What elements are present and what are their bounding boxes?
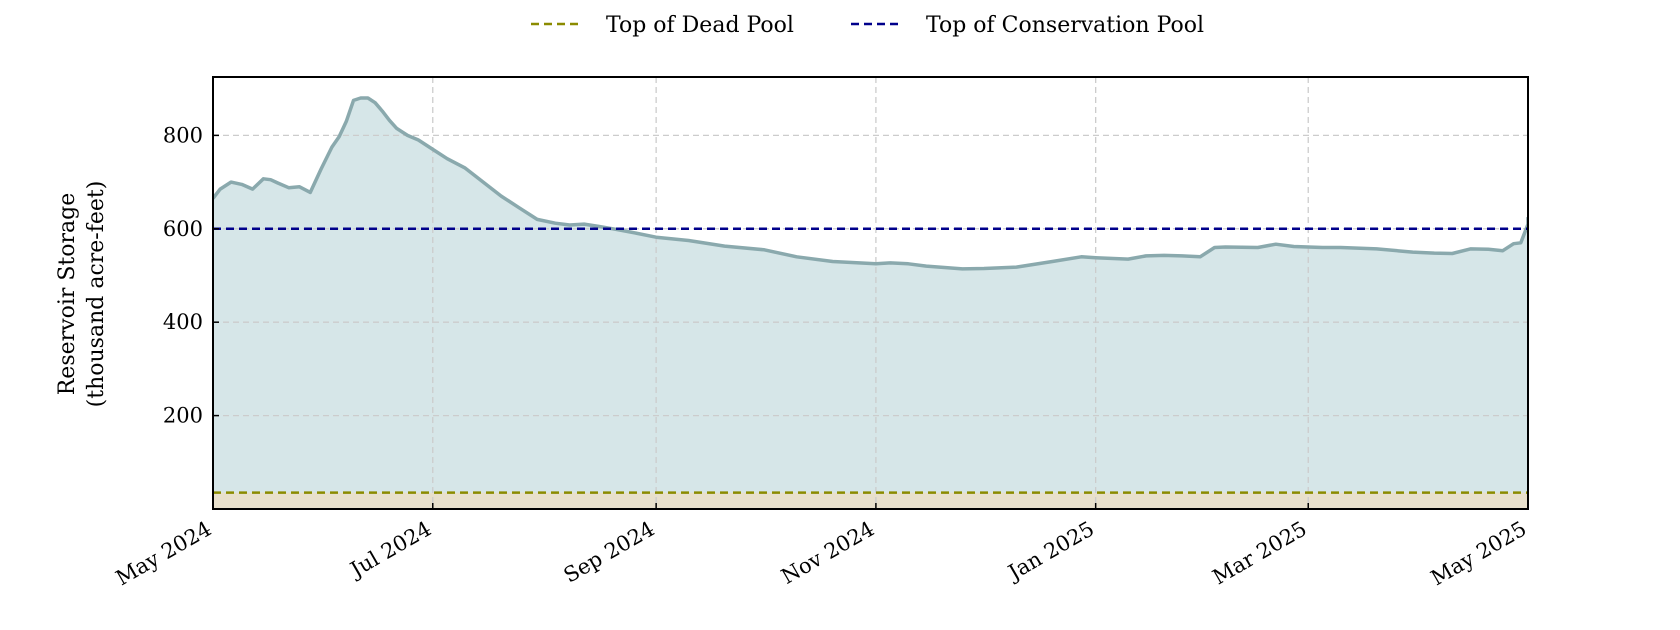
legend: Top of Dead Pool Top of Conservation Poo…	[531, 13, 1204, 38]
legend-conservation-pool-label: Top of Conservation Pool	[926, 13, 1204, 38]
x-tick-label: Jul 2024	[345, 517, 436, 583]
x-tick-label: May 2024	[112, 517, 216, 591]
y-tick-label: 200	[163, 404, 203, 428]
plot-area: 200 400 600 800 May 2024 Jul 2024 Sep 2024 Nov …	[112, 76, 1531, 591]
x-tick-label: May 2025	[1427, 517, 1531, 591]
y-axis-label: Reservoir Storage	[55, 193, 80, 396]
x-tick-label: Nov 2024	[777, 517, 878, 589]
x-tick-label: Jan 2025	[1003, 517, 1099, 586]
y-axis-label-units: (thousand acre-feet)	[84, 181, 109, 408]
storage-area-fill	[213, 98, 1528, 509]
x-tick-label: Sep 2024	[560, 517, 659, 588]
plot-frame	[212, 76, 1529, 510]
y-tick-label: 400	[163, 310, 203, 334]
y-tick-label: 800	[163, 123, 203, 147]
storage-series-line	[213, 96, 1528, 271]
x-tick-label: Mar 2025	[1209, 517, 1311, 590]
y-tick-label: 600	[163, 217, 203, 241]
legend-dead-pool-label: Top of Dead Pool	[606, 13, 794, 38]
dead-pool-band	[213, 492, 1528, 509]
